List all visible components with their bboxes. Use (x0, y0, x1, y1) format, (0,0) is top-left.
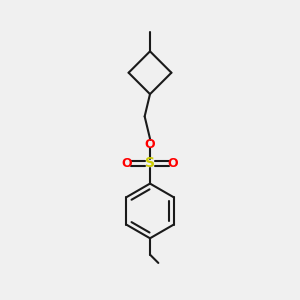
Text: O: O (122, 157, 132, 170)
Text: S: S (145, 156, 155, 170)
Text: O: O (145, 138, 155, 151)
Text: O: O (168, 157, 178, 170)
